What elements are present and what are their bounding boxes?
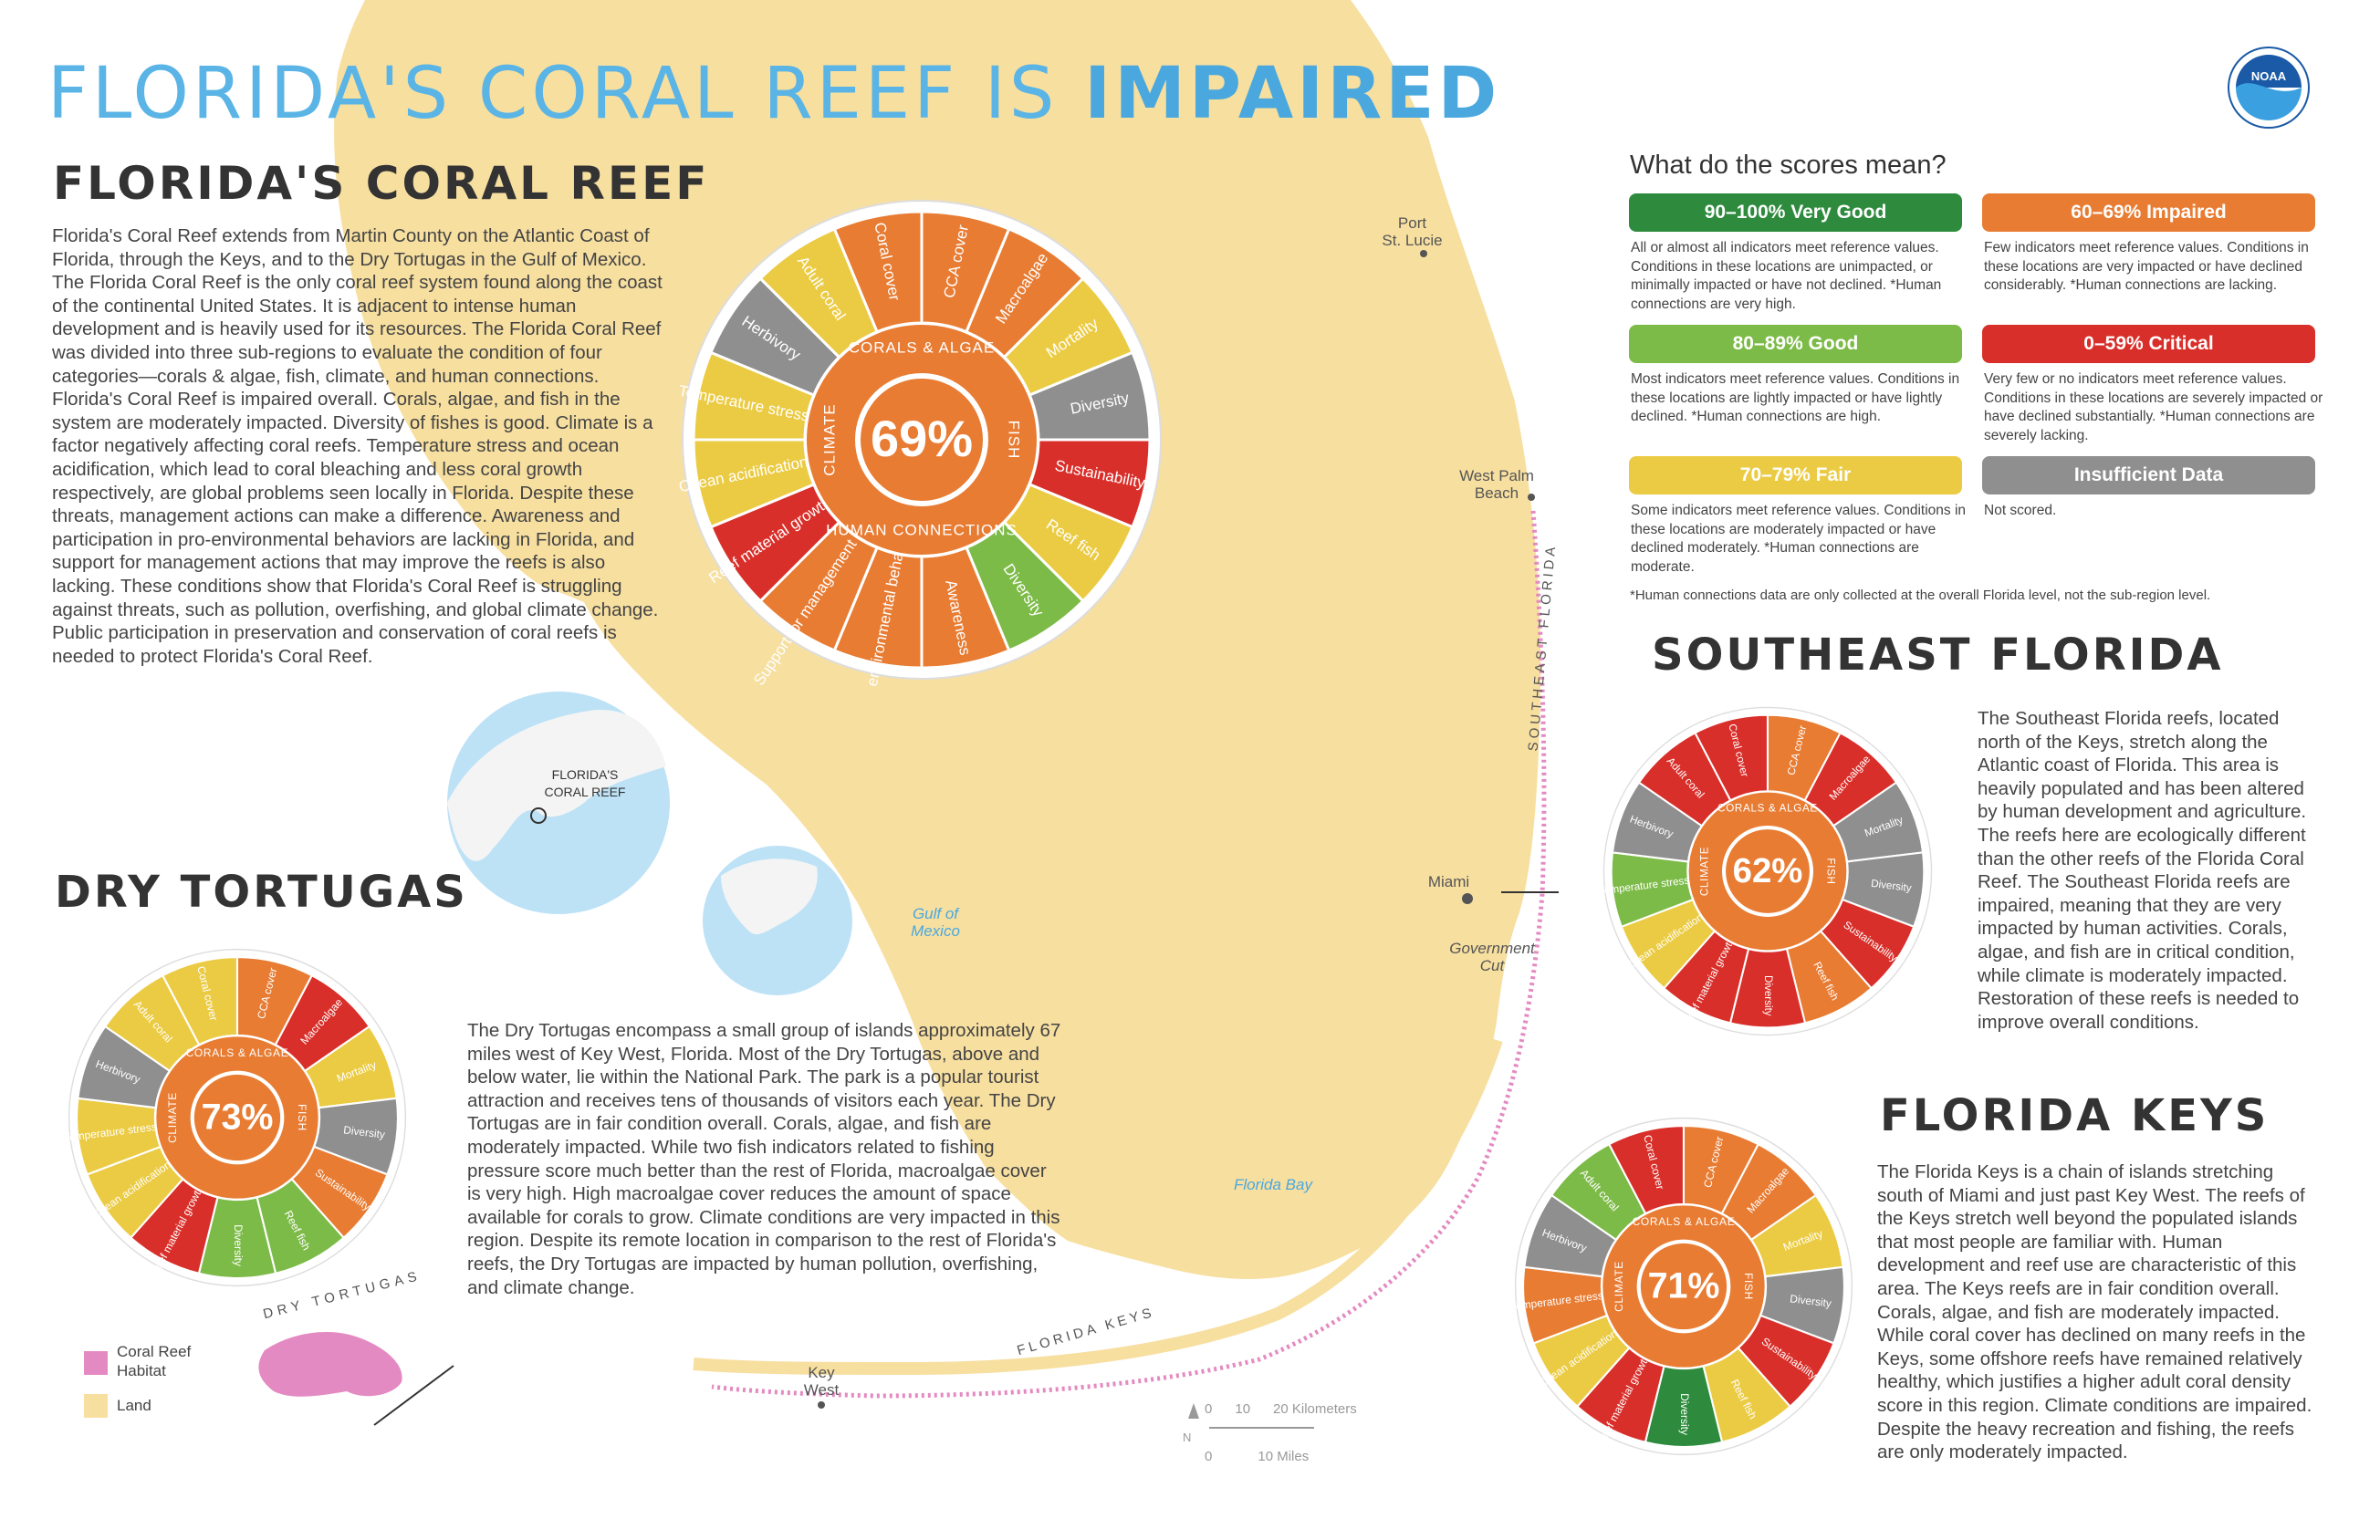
label-port-st-lucie: Port St. Lucie <box>1382 214 1443 249</box>
land-legend-label: Land <box>117 1397 151 1414</box>
label-government-cut: Government Cut <box>1449 940 1535 974</box>
noaa-logo: NOAA <box>2227 46 2311 130</box>
legend-score-badge: 80–89% Good <box>1629 325 1962 363</box>
legend-score-description: Not scored. <box>1984 503 2057 518</box>
page-title: FLORIDA'S CORAL REEF IS IMPAIRED <box>47 53 1501 135</box>
key-west-dot <box>818 1401 825 1409</box>
southeast-heading: SOUTHEAST FLORIDA <box>1652 630 2224 681</box>
label-west-palm: West Palm Beach <box>1459 467 1534 502</box>
chart-slice <box>758 227 879 359</box>
miami-dot <box>1462 893 1473 904</box>
legend-score-description: Very few or no indicators meet reference… <box>1984 371 2323 443</box>
reef-legend-label: Coral Reef Habitat <box>117 1343 192 1379</box>
chart-score: 69% <box>871 410 973 467</box>
chart-score: 71% <box>1648 1266 1720 1306</box>
chart-slice-label: Diversity <box>1762 975 1774 1016</box>
main-description: Florida's Coral Reef extends from Martin… <box>52 225 663 667</box>
scale-north: N <box>1183 1431 1192 1444</box>
chart-category-label: CLIMATE <box>166 1092 179 1143</box>
chart-center <box>1721 825 1814 918</box>
main-heading: FLORIDA'S CORAL REEF <box>53 157 710 210</box>
inset-world-land <box>721 858 818 935</box>
chart-tortugas: Coral cover CCA cover Macroalgae Mortality D… <box>63 944 411 1291</box>
label-gulf: Gulf of Mexico <box>911 905 960 940</box>
north-arrow <box>1188 1403 1199 1419</box>
legend-heading: What do the scores mean? <box>1630 151 1947 180</box>
chart-slice-label: Diversity <box>1790 1292 1832 1309</box>
chart-center <box>1636 1239 1731 1334</box>
label-miami: Miami <box>1427 873 1470 890</box>
label-inset-reef: FLORIDA'S CORAL REEF <box>544 767 626 799</box>
chart-keys: Coral cover CCA cover Macroalgae Mortality D… <box>1509 1113 1857 1460</box>
southeast-description: The Southeast Florida reefs, located nor… <box>1978 708 2307 1033</box>
legend-score-description: Few indicators meet reference values. Co… <box>1984 240 2309 293</box>
chart-score: 73% <box>202 1098 274 1138</box>
legend-score-description: Some indicators meet reference values. C… <box>1631 503 1967 575</box>
chart-category-label: CORALS & ALGAE <box>1717 803 1818 815</box>
chart-florida: Coral cover CCA cover Macroalgae Mortality D… <box>675 193 1168 716</box>
legend-score-badge: 70–79% Fair <box>1629 456 1962 494</box>
chart-category-label: CLIMATE <box>1699 847 1711 896</box>
legend-score-badge: 60–69% Impaired <box>1982 193 2315 232</box>
legend-score-description: Most indicators meet reference values. C… <box>1631 371 1960 424</box>
chart-category-label: FISH <box>1006 421 1023 460</box>
chart-slice <box>1637 731 1732 827</box>
chart-category-label: CORALS & ALGAE <box>849 338 995 356</box>
legend-score-badge: Insufficient Data <box>1982 456 2315 494</box>
chart-center <box>190 1070 285 1165</box>
chart-southeast: Coral cover CCA cover Macroalgae Mortality D… <box>1598 702 1936 1040</box>
chart-category-label: CORALS & ALGAE <box>1633 1215 1736 1228</box>
land-swatch <box>84 1394 108 1418</box>
chart-slice-label: Diversity <box>343 1123 386 1140</box>
reef-habitat <box>711 510 1547 1399</box>
legend-footnote: *Human connections data are only collect… <box>1630 588 2211 603</box>
chart-score: 62% <box>1733 851 1803 890</box>
reef-swatch <box>84 1351 108 1375</box>
chart-category-label: FISH <box>296 1104 308 1131</box>
legend-score-description: All or almost all indicators meet refere… <box>1631 240 1942 312</box>
chart-category-label: CORALS & ALGAE <box>186 1046 289 1059</box>
chart-slice-label: Diversity <box>1678 1393 1691 1435</box>
keys-description: The Florida Keys is a chain of islands s… <box>1877 1161 2312 1463</box>
label-key-west: Key West <box>803 1364 840 1399</box>
keys-chain <box>693 1037 1503 1376</box>
chart-category-label: HUMAN CONNECTIONS <box>826 521 1018 538</box>
keys-heading: FLORIDA KEYS <box>1880 1090 2270 1141</box>
chart-slice <box>1550 1142 1647 1242</box>
scale-mi: 0 10 Miles <box>1205 1449 1310 1464</box>
chart-center <box>855 373 988 506</box>
scale-km: 0 10 20 Kilometers <box>1205 1401 1357 1417</box>
chart-category-label: CLIMATE <box>1613 1261 1625 1312</box>
chart-slice-label: Diversity <box>232 1224 245 1266</box>
chart-category-label: CLIMATE <box>820 403 838 475</box>
west-palm-dot <box>1528 494 1535 501</box>
legend-score-badge: 90–100% Very Good <box>1629 193 1962 232</box>
chart-category-label: FISH <box>1742 1273 1755 1300</box>
noaa-logo-text: NOAA <box>2251 69 2287 83</box>
chart-slice <box>103 973 201 1073</box>
label-florida-bay: Florida Bay <box>1234 1176 1312 1193</box>
tortugas-description: The Dry Tortugas encompass a small group… <box>467 1020 1061 1298</box>
tortugas-heading: DRY TORTUGAS <box>55 867 468 918</box>
legend-score-badge: 0–59% Critical <box>1982 325 2315 363</box>
inset-reef-marker <box>530 807 547 824</box>
inset-land <box>447 710 666 861</box>
chart-slice-label: Diversity <box>1870 878 1912 894</box>
tortugas-line <box>373 1365 454 1426</box>
tortugas-island <box>258 1332 402 1397</box>
port-st-lucie-dot <box>1420 250 1427 257</box>
chart-category-label: FISH <box>1824 858 1836 884</box>
